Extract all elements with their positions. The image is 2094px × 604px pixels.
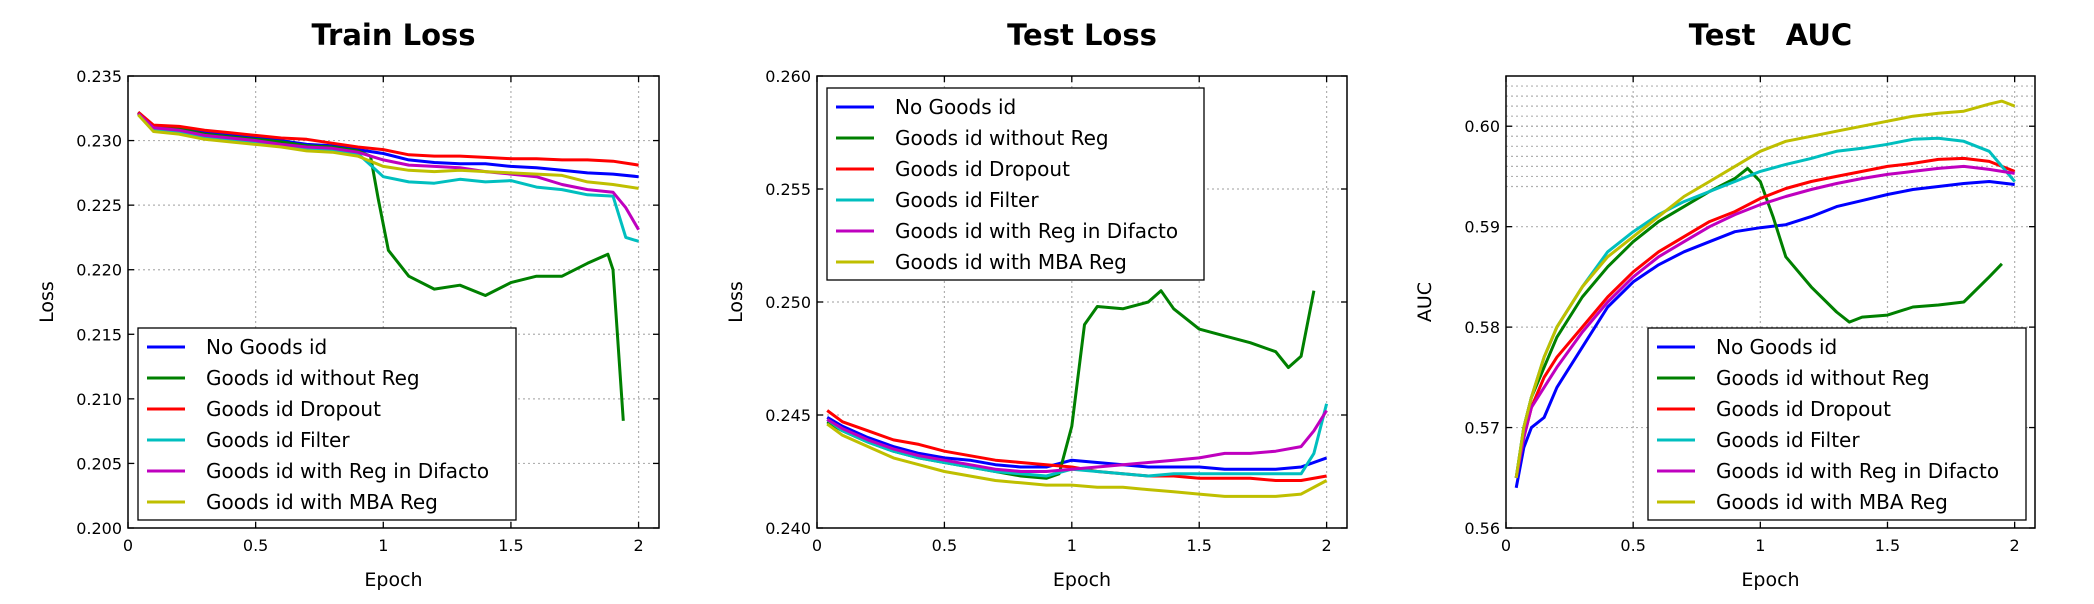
legend-label-2: Goods id without Reg xyxy=(1716,366,1930,390)
y-axis-label: Loss xyxy=(725,281,747,323)
series-line-5 xyxy=(137,112,640,231)
x-tick-label: 1.5 xyxy=(1186,536,1211,555)
y-tick-label: 0.56 xyxy=(1464,519,1500,538)
legend-label-6: Goods id with MBA Reg xyxy=(206,490,438,514)
x-axis-label: Epoch xyxy=(1053,569,1111,591)
series-line-5 xyxy=(1514,164,2015,479)
x-tick-label: 1 xyxy=(378,536,388,555)
chart-title: Test Loss xyxy=(1007,18,1157,52)
legend-label-3: Goods id Dropout xyxy=(206,397,381,421)
x-tick-label: 2 xyxy=(2010,536,2020,555)
legend-label-5: Goods id with Reg in Difacto xyxy=(895,219,1178,243)
y-tick-label: 0.230 xyxy=(76,132,122,151)
legend-label-1: No Goods id xyxy=(895,95,1016,119)
plot-frame xyxy=(127,75,660,529)
x-tick-label: 0 xyxy=(812,536,822,555)
x-tick-label: 1 xyxy=(1067,536,1077,555)
chart-1: Train Loss 0 0.5 1 1.5 2 0.200 0.205 0.210 0.215 0… xyxy=(36,18,660,591)
legend-label-6: Goods id with MBA Reg xyxy=(1716,490,1948,514)
legend-label-2: Goods id without Reg xyxy=(895,126,1109,150)
series-line-4 xyxy=(826,403,1329,478)
legend-label-6: Goods id with MBA Reg xyxy=(895,250,1127,274)
legend-label-5: Goods id with Reg in Difacto xyxy=(206,459,489,483)
series-group xyxy=(826,289,1329,498)
legend-label-5: Goods id with Reg in Difacto xyxy=(1716,459,1999,483)
x-tick-label: 0.5 xyxy=(243,536,268,555)
y-tick-label: 0.215 xyxy=(76,325,122,344)
y-axis-label: Loss xyxy=(36,281,58,323)
ticks xyxy=(816,75,1347,529)
y-tick-label: 0.57 xyxy=(1464,419,1500,438)
series-line-1 xyxy=(137,111,639,179)
y-tick-label: 0.59 xyxy=(1464,218,1500,237)
series-group xyxy=(1514,99,2016,489)
chart-2: Test Loss 0 0.5 1 1.5 2 0.240 0.245 0.250 0.255 0.… xyxy=(725,18,1348,591)
series-line-6 xyxy=(826,422,1328,498)
y-tick-label: 0.260 xyxy=(765,67,811,86)
y-tick-label: 0.205 xyxy=(76,454,122,473)
series-group xyxy=(137,111,640,421)
x-tick-label: 0.5 xyxy=(932,536,957,555)
chart-title: Train Loss xyxy=(311,18,475,52)
y-tick-label: 0.220 xyxy=(76,261,122,280)
y-tick-label: 0.210 xyxy=(76,390,122,409)
series-line-3 xyxy=(1514,156,2016,479)
legend-label-4: Goods id Filter xyxy=(1716,428,1860,452)
legend-label-4: Goods id Filter xyxy=(895,188,1039,212)
legend-label-1: No Goods id xyxy=(1716,335,1837,359)
x-tick-label: 2 xyxy=(1322,536,1332,555)
y-tick-label: 0.225 xyxy=(76,196,122,215)
series-line-3 xyxy=(826,409,1327,482)
legend-box xyxy=(826,87,1205,281)
legend: No Goods id Goods id without Reg Goods id … xyxy=(1647,327,2027,521)
legend-box xyxy=(1647,327,2027,521)
legend-label-2: Goods id without Reg xyxy=(206,366,420,390)
x-tick-label: 2 xyxy=(633,536,643,555)
series-line-1 xyxy=(1514,180,2015,489)
y-tick-label: 0.235 xyxy=(76,67,122,86)
legend-label-3: Goods id Dropout xyxy=(1716,397,1891,421)
legend: No Goods id Goods id without Reg Goods id … xyxy=(137,327,517,521)
x-tick-label: 1 xyxy=(1755,536,1765,555)
series-line-6 xyxy=(1514,99,2016,479)
legend-label-3: Goods id Dropout xyxy=(895,157,1070,181)
ticks xyxy=(127,75,659,529)
x-tick-label: 0.5 xyxy=(1620,536,1645,555)
chart-3: Test AUC 0 0.5 1 1.5 2 0.56 0.57 0.58 0.59 0.60 Epo… xyxy=(1414,18,2036,591)
series-line-5 xyxy=(826,409,1328,473)
y-tick-label: 0.255 xyxy=(765,180,811,199)
series-line-3 xyxy=(137,111,639,167)
x-axis-label: Epoch xyxy=(364,569,422,591)
y-tick-label: 0.240 xyxy=(765,519,811,538)
x-tick-label: 1.5 xyxy=(1875,536,1900,555)
legend: No Goods id Goods id without Reg Goods id … xyxy=(826,87,1205,281)
x-axis-label: Epoch xyxy=(1741,569,1799,591)
x-tick-label: 1.5 xyxy=(498,536,523,555)
legend-label-1: No Goods id xyxy=(206,335,327,359)
y-tick-label: 0.200 xyxy=(76,519,122,538)
x-tick-label: 0 xyxy=(123,536,133,555)
series-line-1 xyxy=(826,416,1328,471)
x-tick-label: 0 xyxy=(1501,536,1511,555)
chart-title: Test AUC xyxy=(1689,18,1852,52)
ticks xyxy=(1505,76,2035,529)
y-axis-label: AUC xyxy=(1414,282,1436,322)
y-tick-label: 0.60 xyxy=(1464,117,1500,136)
plot-frame xyxy=(1505,75,2036,529)
y-tick-label: 0.250 xyxy=(765,293,811,312)
series-line-6 xyxy=(137,113,639,190)
y-tick-label: 0.245 xyxy=(765,406,811,425)
legend-label-4: Goods id Filter xyxy=(206,428,350,452)
y-tick-label: 0.58 xyxy=(1464,318,1500,337)
legend-box xyxy=(137,327,517,521)
